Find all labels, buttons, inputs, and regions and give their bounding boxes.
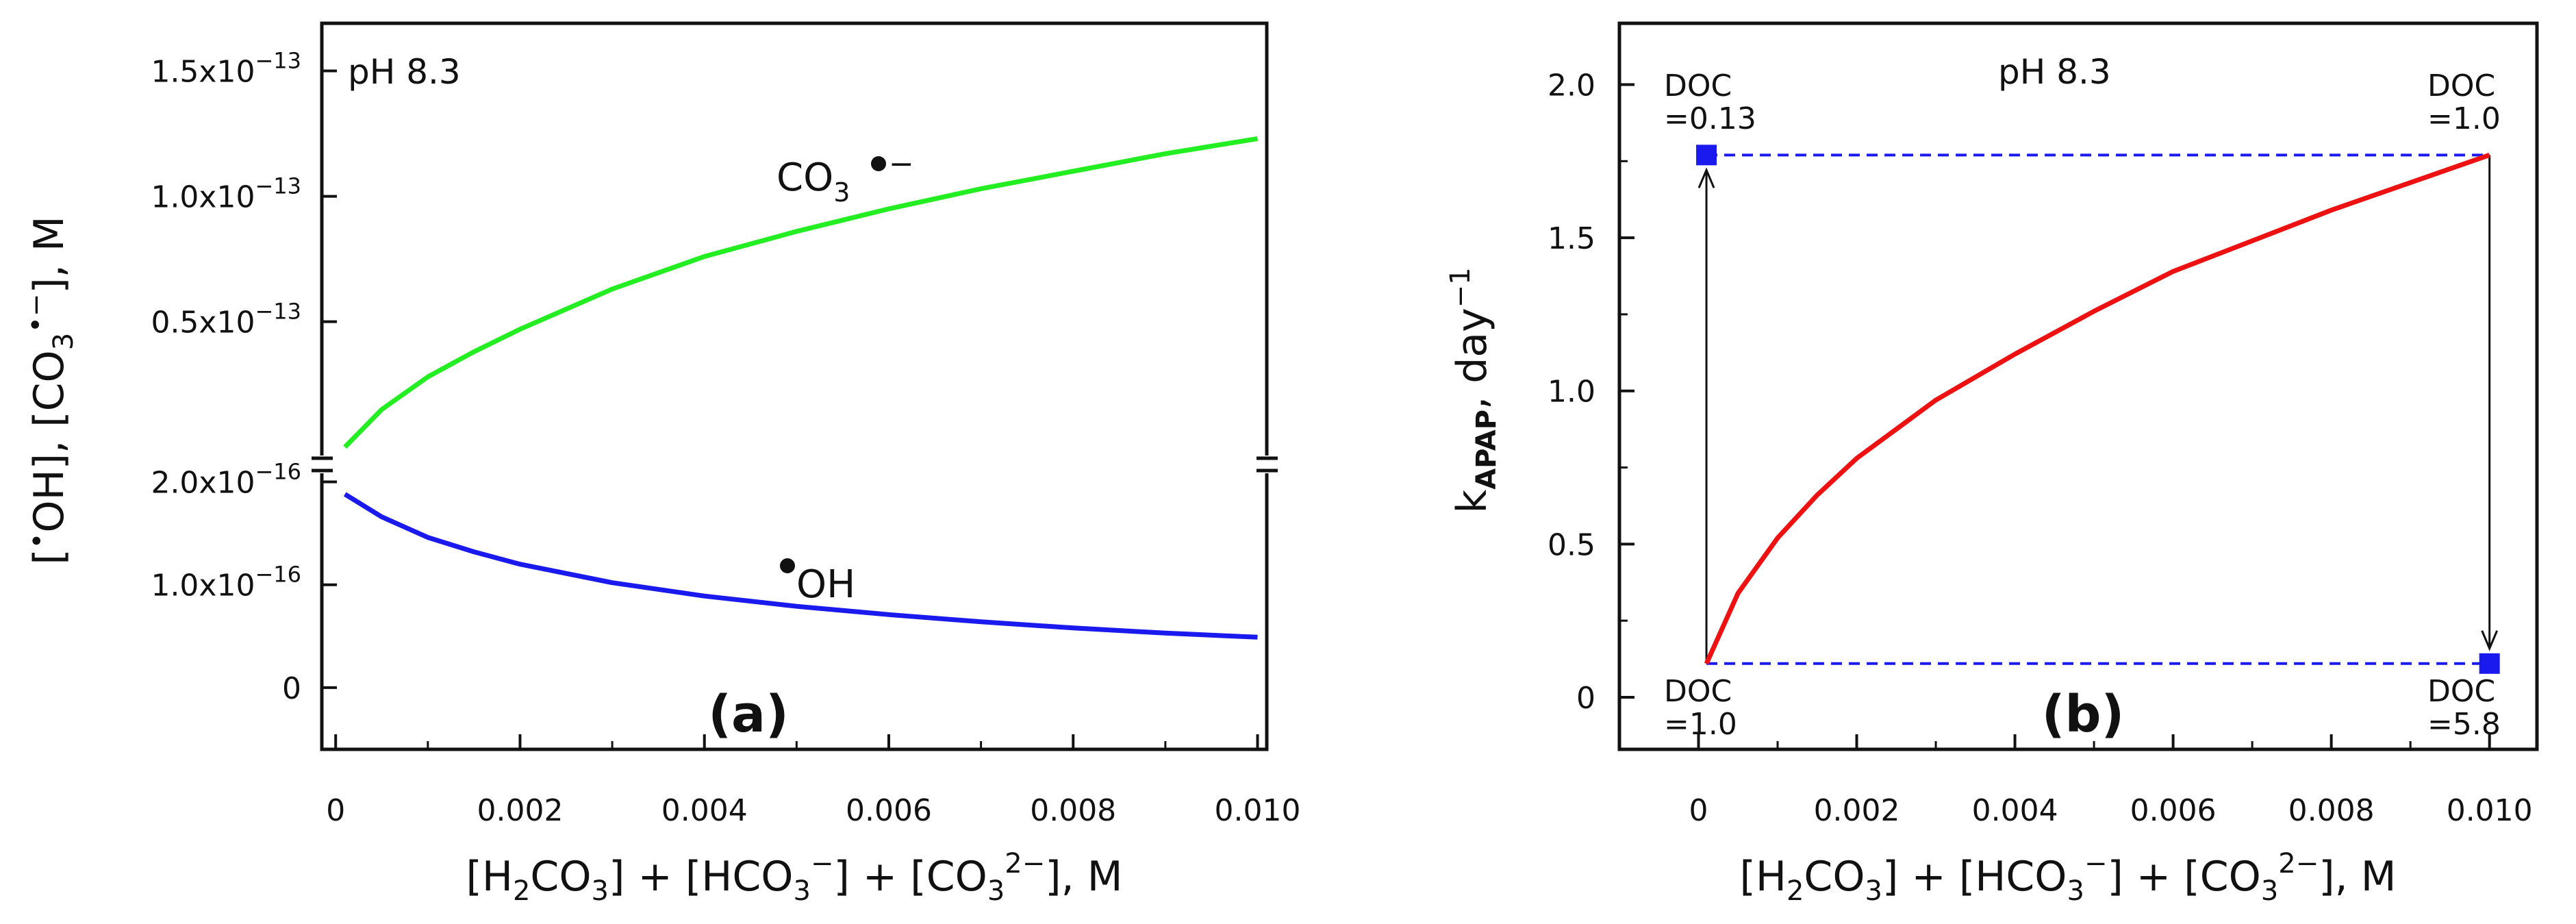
x-tick-label: 0.006 (2130, 793, 2217, 828)
series-line-co3 (343, 136, 1259, 449)
panel-b-label: (b) (2042, 685, 2125, 744)
plot-frame-b (1617, 21, 2539, 751)
doc-marker (1696, 145, 1717, 166)
doc-value-label: =5.8 (2427, 707, 2501, 742)
doc-label: DOC (2427, 68, 2495, 103)
y-tick-label: 2.0x10−16 (151, 459, 301, 501)
doc-value-label: =1.0 (1664, 707, 1737, 742)
y-tick-label: 0 (282, 671, 301, 706)
doc-value-label: =1.0 (2427, 101, 2501, 136)
x-tick-label: 0.010 (2447, 793, 2533, 828)
radical-dot-icon (871, 156, 886, 171)
y-tick-label: 1.5x10−13 (151, 48, 301, 90)
x-tick-label: 0.002 (477, 793, 563, 828)
x-axis-label-b: [H2CO3] + [HCO3−] + [CO32−], M (1739, 848, 2396, 907)
plot-frame-a (320, 21, 1269, 751)
y-tick-label: 0 (1576, 681, 1595, 716)
chart-panel-b: 0 0.002 0.004 0.006 0.008 0.01000.51.01.52.0 … (1445, 21, 2539, 907)
y-axis-label-a: [•OH], [CO3•−], M (21, 216, 79, 564)
svg-text:[•OH], [CO3•−], M: [•OH], [CO3•−], M (21, 216, 79, 564)
x-tick-label: 0.006 (846, 793, 932, 828)
series-group-a (343, 136, 1259, 640)
series-label-oh: OH (796, 562, 855, 607)
x-tick-label: 0 (1689, 793, 1708, 828)
series-line-oh (343, 492, 1258, 640)
chart-panel-a: 0 0.002 0.004 0.006 0.008 0.010 0.5x10−13 1.0x1… (21, 21, 1301, 907)
doc-marker (2479, 653, 2500, 674)
x-tick-label: 0.004 (661, 793, 748, 828)
x-tick-label: 0 (326, 793, 345, 828)
doc-label: DOC (1664, 68, 1732, 103)
doc-label: DOC (1664, 674, 1732, 709)
radical-dot-icon (780, 558, 795, 573)
series-label-co3-charge: − (889, 147, 914, 182)
doc-value-label: =0.13 (1664, 101, 1756, 136)
x-axis-label-a: [H2CO3] + [HCO3−] + [CO32−], M (466, 848, 1122, 907)
svg-text:kAPAP, day−1: kAPAP, day−1 (1445, 267, 1502, 513)
panel-a-annotation: pH 8.3 (348, 52, 461, 92)
y-tick-label: 2.0 (1548, 68, 1595, 103)
x-tick-label: 0.008 (2288, 793, 2375, 828)
y-axis-label-b: kAPAP, day−1 (1445, 267, 1502, 513)
y-tick-label: 1.0 (1548, 375, 1595, 410)
x-tick-label: 0.002 (1814, 793, 1900, 828)
y-tick-label: 1.0x10−13 (151, 173, 301, 215)
y-tick-label: 0.5 (1548, 527, 1595, 562)
x-tick-label: 0.010 (1215, 793, 1301, 828)
series-label-co3: CO3 (776, 155, 850, 208)
axis-ticks-b: 0 0.002 0.004 0.006 0.008 0.010 0 0.5 1.0 1.5 2.0 (1548, 68, 2533, 828)
panel-a-label: (a) (708, 685, 789, 744)
y-tick-label: 1.0x10−16 (151, 562, 301, 603)
arrow-down-icon (2481, 630, 2499, 651)
x-tick-label: 0.004 (1972, 793, 2058, 828)
x-tick-label: 0.008 (1030, 793, 1116, 828)
y-tick-label: 0.5x10−13 (151, 299, 301, 340)
axis-ticks-a: 0 0.002 0.004 0.006 0.008 0.010 0.5x10−13 1.0x1… (151, 48, 1300, 828)
arrow-up-icon (1697, 167, 1715, 188)
y-tick-label: 1.5 (1548, 221, 1595, 256)
series-line-kapap (1704, 152, 2490, 665)
panel-b-annotation: pH 8.3 (1998, 52, 2111, 92)
doc-label: DOC (2427, 674, 2495, 709)
